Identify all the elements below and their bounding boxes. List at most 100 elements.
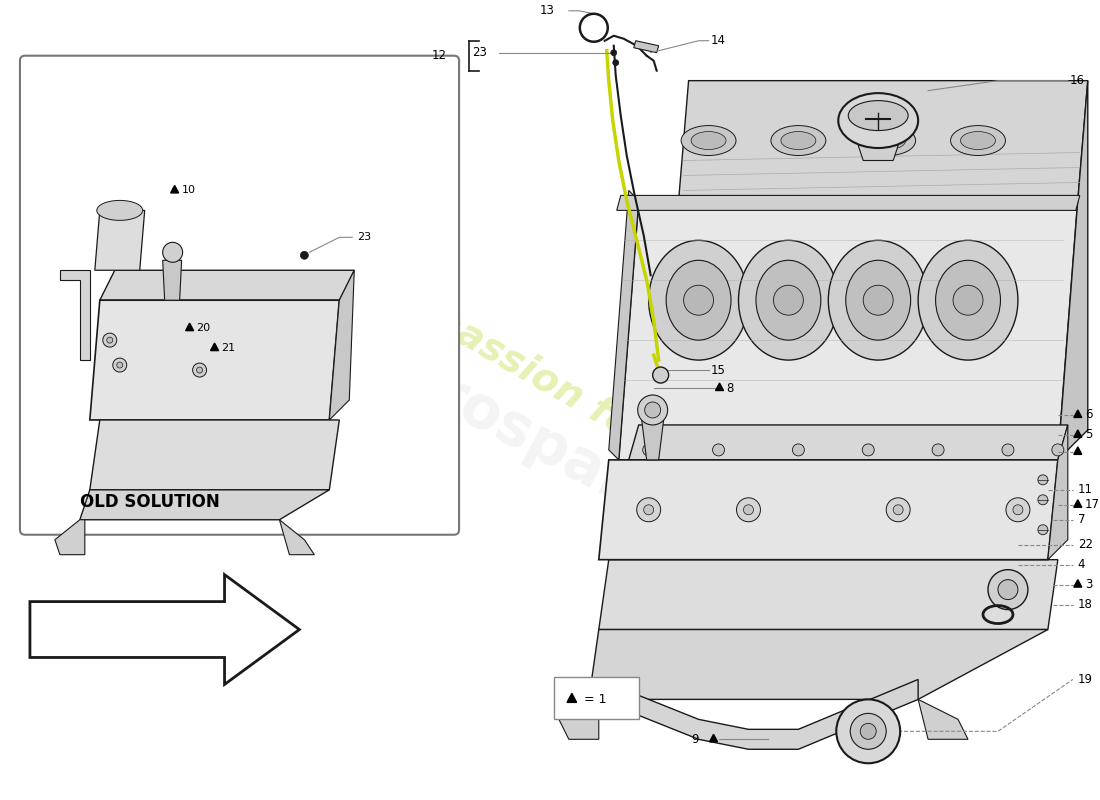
Text: 19: 19 [1078, 673, 1092, 686]
Polygon shape [679, 81, 1088, 201]
Text: 8: 8 [726, 382, 734, 394]
Circle shape [300, 251, 308, 259]
Polygon shape [1074, 500, 1081, 507]
Text: 23: 23 [472, 46, 487, 59]
Ellipse shape [960, 131, 996, 150]
Ellipse shape [97, 201, 143, 220]
Polygon shape [95, 210, 145, 270]
Polygon shape [559, 699, 598, 739]
Text: 14: 14 [711, 34, 726, 47]
Polygon shape [641, 420, 663, 460]
Circle shape [192, 363, 207, 377]
Circle shape [197, 367, 202, 373]
Polygon shape [90, 420, 339, 490]
Ellipse shape [681, 126, 736, 155]
Text: = 1: = 1 [580, 693, 606, 706]
Circle shape [610, 50, 617, 56]
Circle shape [638, 395, 668, 425]
Polygon shape [858, 146, 899, 161]
Circle shape [642, 444, 654, 456]
Text: 13: 13 [540, 4, 554, 18]
Polygon shape [279, 520, 315, 554]
Polygon shape [629, 425, 1068, 460]
Text: 17: 17 [1085, 498, 1100, 511]
Circle shape [102, 333, 117, 347]
Polygon shape [1074, 447, 1081, 454]
Bar [554, 678, 639, 719]
Circle shape [1052, 444, 1064, 456]
Polygon shape [1074, 410, 1081, 418]
Circle shape [988, 570, 1027, 610]
Circle shape [163, 242, 183, 262]
Circle shape [998, 580, 1018, 599]
Ellipse shape [848, 101, 909, 130]
Circle shape [645, 402, 661, 418]
Polygon shape [186, 323, 194, 330]
Text: 16: 16 [1070, 74, 1085, 87]
FancyBboxPatch shape [20, 56, 459, 534]
Circle shape [683, 286, 714, 315]
Polygon shape [634, 41, 659, 53]
Text: a passion for parts: a passion for parts [390, 280, 767, 520]
Polygon shape [588, 630, 1048, 699]
Ellipse shape [828, 240, 928, 360]
Circle shape [1005, 498, 1030, 522]
Circle shape [713, 444, 725, 456]
Circle shape [850, 714, 887, 750]
Polygon shape [598, 560, 1058, 630]
Polygon shape [710, 734, 717, 742]
Ellipse shape [950, 126, 1005, 155]
Polygon shape [55, 520, 85, 554]
Ellipse shape [860, 126, 915, 155]
Polygon shape [1058, 81, 1088, 460]
Ellipse shape [667, 260, 732, 340]
Polygon shape [329, 270, 354, 420]
Circle shape [107, 337, 113, 343]
Circle shape [887, 498, 910, 522]
Text: 12: 12 [432, 50, 447, 62]
Ellipse shape [838, 93, 918, 148]
Circle shape [953, 286, 983, 315]
Text: 23: 23 [358, 232, 372, 242]
Circle shape [117, 362, 123, 368]
Text: 10: 10 [182, 186, 196, 195]
Ellipse shape [781, 131, 816, 150]
Circle shape [644, 505, 653, 514]
Circle shape [792, 444, 804, 456]
Circle shape [1013, 505, 1023, 514]
Polygon shape [617, 195, 1080, 210]
Circle shape [932, 444, 944, 456]
Circle shape [864, 286, 893, 315]
Text: 3: 3 [1085, 578, 1092, 591]
Ellipse shape [871, 131, 905, 150]
Text: 7: 7 [1078, 514, 1086, 526]
Circle shape [737, 498, 760, 522]
Polygon shape [608, 190, 639, 460]
Circle shape [637, 498, 661, 522]
Circle shape [1038, 475, 1048, 485]
Text: 5: 5 [1085, 429, 1092, 442]
Polygon shape [598, 679, 918, 750]
Ellipse shape [738, 240, 838, 360]
Polygon shape [80, 490, 329, 520]
Text: OLD SOLUTION: OLD SOLUTION [80, 493, 220, 510]
Text: 9: 9 [691, 733, 698, 746]
Polygon shape [170, 186, 178, 193]
Polygon shape [163, 260, 182, 300]
Text: 21: 21 [221, 343, 235, 353]
Ellipse shape [649, 240, 748, 360]
Text: 22: 22 [1078, 538, 1092, 551]
Polygon shape [100, 270, 354, 300]
Circle shape [862, 444, 874, 456]
Text: 4: 4 [1078, 558, 1086, 571]
Circle shape [1002, 444, 1014, 456]
Circle shape [652, 367, 669, 383]
Polygon shape [1074, 430, 1081, 438]
Ellipse shape [691, 131, 726, 150]
Text: 18: 18 [1078, 598, 1092, 611]
Polygon shape [715, 383, 724, 390]
Circle shape [113, 358, 127, 372]
Ellipse shape [756, 260, 821, 340]
Polygon shape [210, 343, 219, 350]
Ellipse shape [771, 126, 826, 155]
